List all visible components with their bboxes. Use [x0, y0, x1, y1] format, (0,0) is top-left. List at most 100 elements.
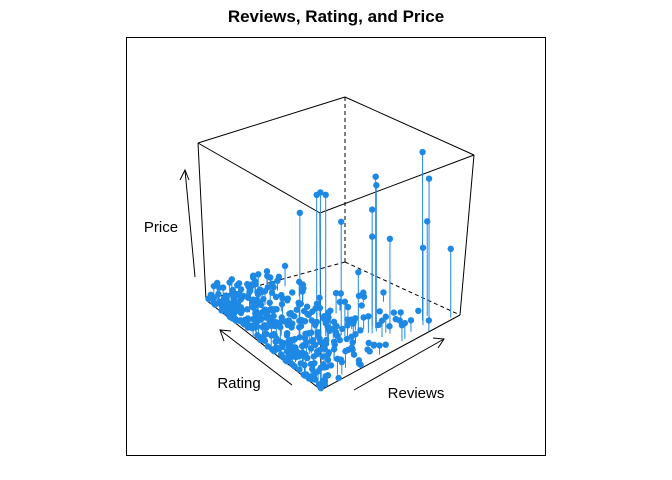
data-point: [321, 343, 327, 349]
data-point: [337, 337, 343, 343]
data-point: [325, 326, 331, 332]
data-point: [371, 342, 377, 348]
data-point: [267, 300, 273, 306]
data-point: [254, 301, 260, 307]
data-point: [365, 313, 371, 319]
data-point: [372, 173, 378, 179]
data-point: [399, 322, 405, 328]
data-point: [259, 309, 265, 315]
data-point: [331, 319, 337, 325]
data-point: [338, 219, 344, 225]
data-point: [279, 295, 285, 301]
data-point: [270, 284, 276, 290]
axis-arrow-price: [180, 170, 195, 277]
box-edge: [198, 143, 206, 300]
data-point: [333, 290, 339, 296]
drop-lines: [214, 152, 451, 389]
axis-label-reviews: Reviews: [388, 385, 445, 402]
data-point: [296, 324, 302, 330]
data-point: [366, 348, 372, 354]
data-point: [296, 301, 302, 307]
data-point: [260, 334, 266, 340]
data-point: [288, 343, 294, 349]
data-point: [288, 350, 294, 356]
data-point: [419, 149, 425, 155]
data-point: [387, 236, 393, 242]
data-point: [379, 317, 385, 323]
data-point: [267, 274, 273, 280]
data-point: [255, 315, 261, 321]
data-point: [301, 362, 307, 368]
data-point: [308, 345, 314, 351]
data-point: [238, 310, 244, 316]
data-point: [230, 302, 236, 308]
data-point: [306, 330, 312, 336]
axis-label-rating: Rating: [217, 375, 260, 392]
data-point: [377, 308, 383, 314]
data-point: [325, 357, 331, 363]
data-point: [314, 348, 320, 354]
data-point: [391, 309, 397, 315]
data-point: [299, 288, 305, 294]
data-point: [339, 326, 345, 332]
box-edge: [198, 97, 345, 143]
data-point: [311, 360, 317, 366]
data-point: [250, 316, 256, 322]
data-point: [276, 345, 282, 351]
data-point: [342, 348, 348, 354]
box-edge: [198, 143, 320, 213]
data-point: [302, 318, 308, 324]
data-point: [230, 295, 236, 301]
data-point: [327, 307, 333, 313]
data-point: [273, 306, 279, 312]
data-point: [386, 323, 392, 329]
data-point: [331, 346, 337, 352]
data-point: [380, 289, 386, 295]
data-point: [282, 263, 288, 269]
data-point: [350, 320, 356, 326]
data-point: [344, 322, 350, 328]
data-point: [279, 301, 285, 307]
data-point: [274, 277, 280, 283]
data-point: [323, 364, 329, 370]
data-point: [324, 318, 330, 324]
data-point: [408, 317, 414, 323]
data-point: [373, 182, 379, 188]
data-point: [216, 284, 222, 290]
box-edge: [320, 155, 474, 213]
data-point: [289, 289, 295, 295]
data-point: [246, 289, 252, 295]
chart-title: Reviews, Rating, and Price: [228, 7, 444, 26]
data-point: [318, 385, 324, 391]
data-point: [230, 287, 236, 293]
data-point: [393, 316, 399, 322]
data-point: [349, 339, 355, 345]
data-point: [424, 218, 430, 224]
data-point: [302, 351, 308, 357]
data-point: [317, 189, 323, 195]
data-point: [351, 351, 357, 357]
data-point: [348, 333, 354, 339]
box-edge: [460, 155, 474, 315]
data-point: [288, 310, 294, 316]
data-point: [334, 356, 340, 362]
data-point: [230, 310, 236, 316]
data-point: [415, 308, 421, 314]
data-point: [290, 337, 296, 343]
data-point: [383, 341, 389, 347]
data-point: [448, 246, 454, 252]
data-point: [398, 309, 404, 315]
axis-label-price: Price: [144, 219, 178, 236]
data-point: [247, 322, 253, 328]
data-point: [333, 330, 339, 336]
data-point: [311, 353, 317, 359]
data-point: [278, 339, 284, 345]
box-edge: [345, 97, 474, 155]
data-point: [357, 362, 363, 368]
data-point: [355, 269, 361, 275]
data-point: [316, 295, 322, 301]
data-point: [284, 332, 290, 338]
data-point: [271, 332, 277, 338]
data-point: [315, 329, 321, 335]
